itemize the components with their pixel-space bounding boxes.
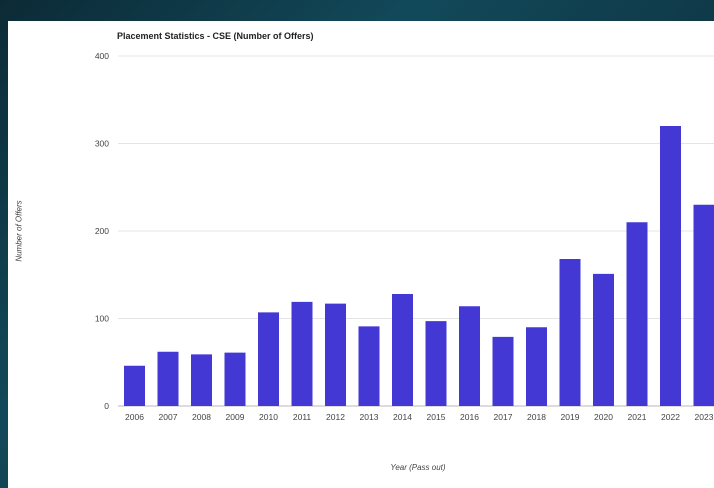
x-tick-label: 2012 — [326, 412, 345, 422]
bar-2017 — [492, 336, 514, 406]
x-tick-label: 2006 — [125, 412, 144, 422]
bar-chart: 0 100 200 300 400 2006 2007 2008 2009 2010 2011 201… — [95, 51, 714, 422]
bar-2011 — [291, 301, 313, 406]
bar-2012 — [325, 303, 346, 406]
bar-2021 — [626, 222, 648, 406]
x-tick-label: 2016 — [460, 412, 479, 422]
y-tick-label: 300 — [95, 139, 109, 149]
bar-2013 — [358, 326, 380, 406]
y-tick-label: 200 — [95, 226, 109, 236]
x-tick-label: 2010 — [259, 412, 278, 422]
x-tick-label: 2018 — [527, 412, 546, 422]
y-tick-label: 400 — [95, 51, 109, 61]
x-tick-label: 2008 — [192, 412, 211, 422]
x-tick-label: 2013 — [360, 412, 379, 422]
bar-2009 — [224, 352, 246, 406]
x-tick-label: 2020 — [594, 412, 613, 422]
x-tick-label: 2022 — [661, 412, 680, 422]
x-tick-label: 2014 — [393, 412, 412, 422]
bar-2018 — [526, 327, 547, 406]
x-tick-label: 2021 — [628, 412, 647, 422]
bar-2022 — [660, 126, 681, 406]
bar-2019 — [559, 259, 581, 406]
x-tick-label: 2011 — [293, 412, 312, 422]
bar-2016 — [459, 306, 480, 406]
y-tick-label: 0 — [104, 401, 109, 411]
x-axis-label: Year (Pass out) — [390, 463, 446, 472]
y-tick-label: 100 — [95, 314, 109, 324]
bar-2010 — [258, 312, 279, 406]
bar-2020 — [593, 273, 614, 406]
bar-2007 — [157, 351, 179, 406]
x-tick-label: 2007 — [159, 412, 178, 422]
bar-2014 — [392, 294, 413, 406]
x-tick-label: 2023 — [695, 412, 714, 422]
bar-2015 — [425, 321, 447, 406]
bar-2008 — [191, 354, 212, 406]
x-tick-label: 2017 — [494, 412, 513, 422]
chart-panel: Placement Statistics - CSE (Number of Of… — [8, 21, 714, 488]
x-tick-label: 2009 — [226, 412, 245, 422]
bar-2023 — [693, 204, 714, 406]
x-tick-label: 2019 — [561, 412, 580, 422]
chart-title: Placement Statistics - CSE (Number of Of… — [117, 31, 314, 41]
bar-2006 — [124, 365, 145, 406]
x-tick-label: 2015 — [427, 412, 446, 422]
